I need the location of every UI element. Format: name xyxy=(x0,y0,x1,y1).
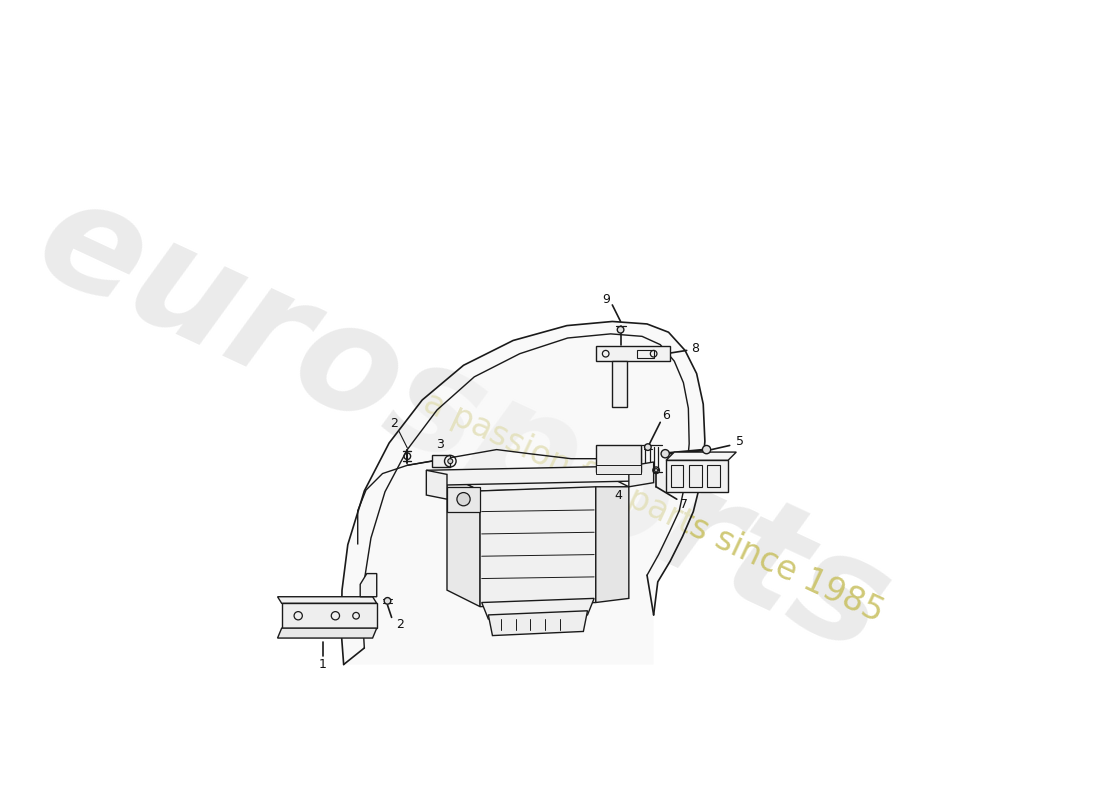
Text: 5: 5 xyxy=(736,435,745,448)
Text: a passion for parts since 1985: a passion for parts since 1985 xyxy=(418,386,889,629)
Polygon shape xyxy=(427,466,637,485)
Circle shape xyxy=(448,458,453,464)
Bar xyxy=(596,346,670,361)
Text: 8: 8 xyxy=(691,342,698,355)
Polygon shape xyxy=(360,574,376,597)
Circle shape xyxy=(703,446,711,454)
Text: 3: 3 xyxy=(437,438,444,451)
Polygon shape xyxy=(629,462,653,486)
Bar xyxy=(447,486,480,511)
Bar xyxy=(596,446,641,472)
Polygon shape xyxy=(341,322,705,665)
Polygon shape xyxy=(480,486,596,606)
Text: 1: 1 xyxy=(319,658,327,671)
Polygon shape xyxy=(282,603,376,628)
Polygon shape xyxy=(277,628,376,638)
Circle shape xyxy=(661,450,669,458)
Polygon shape xyxy=(447,470,629,491)
Bar xyxy=(666,460,728,492)
Bar xyxy=(690,466,702,486)
Circle shape xyxy=(617,326,624,333)
Polygon shape xyxy=(596,486,629,602)
Bar xyxy=(671,466,683,486)
Polygon shape xyxy=(277,597,376,603)
Text: 2: 2 xyxy=(396,618,404,630)
Bar xyxy=(596,466,641,474)
Text: 6: 6 xyxy=(662,410,670,422)
Polygon shape xyxy=(447,474,480,606)
Circle shape xyxy=(456,493,470,506)
Polygon shape xyxy=(666,452,736,460)
Bar xyxy=(637,350,653,358)
Bar xyxy=(432,455,450,467)
Circle shape xyxy=(645,444,651,450)
Text: 7: 7 xyxy=(680,498,689,510)
Polygon shape xyxy=(482,598,594,619)
Bar xyxy=(707,466,719,486)
Circle shape xyxy=(654,469,658,472)
Polygon shape xyxy=(488,610,587,635)
Bar xyxy=(613,361,627,406)
Text: 4: 4 xyxy=(614,489,622,502)
Text: 9: 9 xyxy=(603,293,611,306)
Text: eurosports: eurosports xyxy=(15,165,911,685)
Text: 2: 2 xyxy=(390,417,398,430)
Circle shape xyxy=(384,598,390,604)
Polygon shape xyxy=(427,470,447,499)
